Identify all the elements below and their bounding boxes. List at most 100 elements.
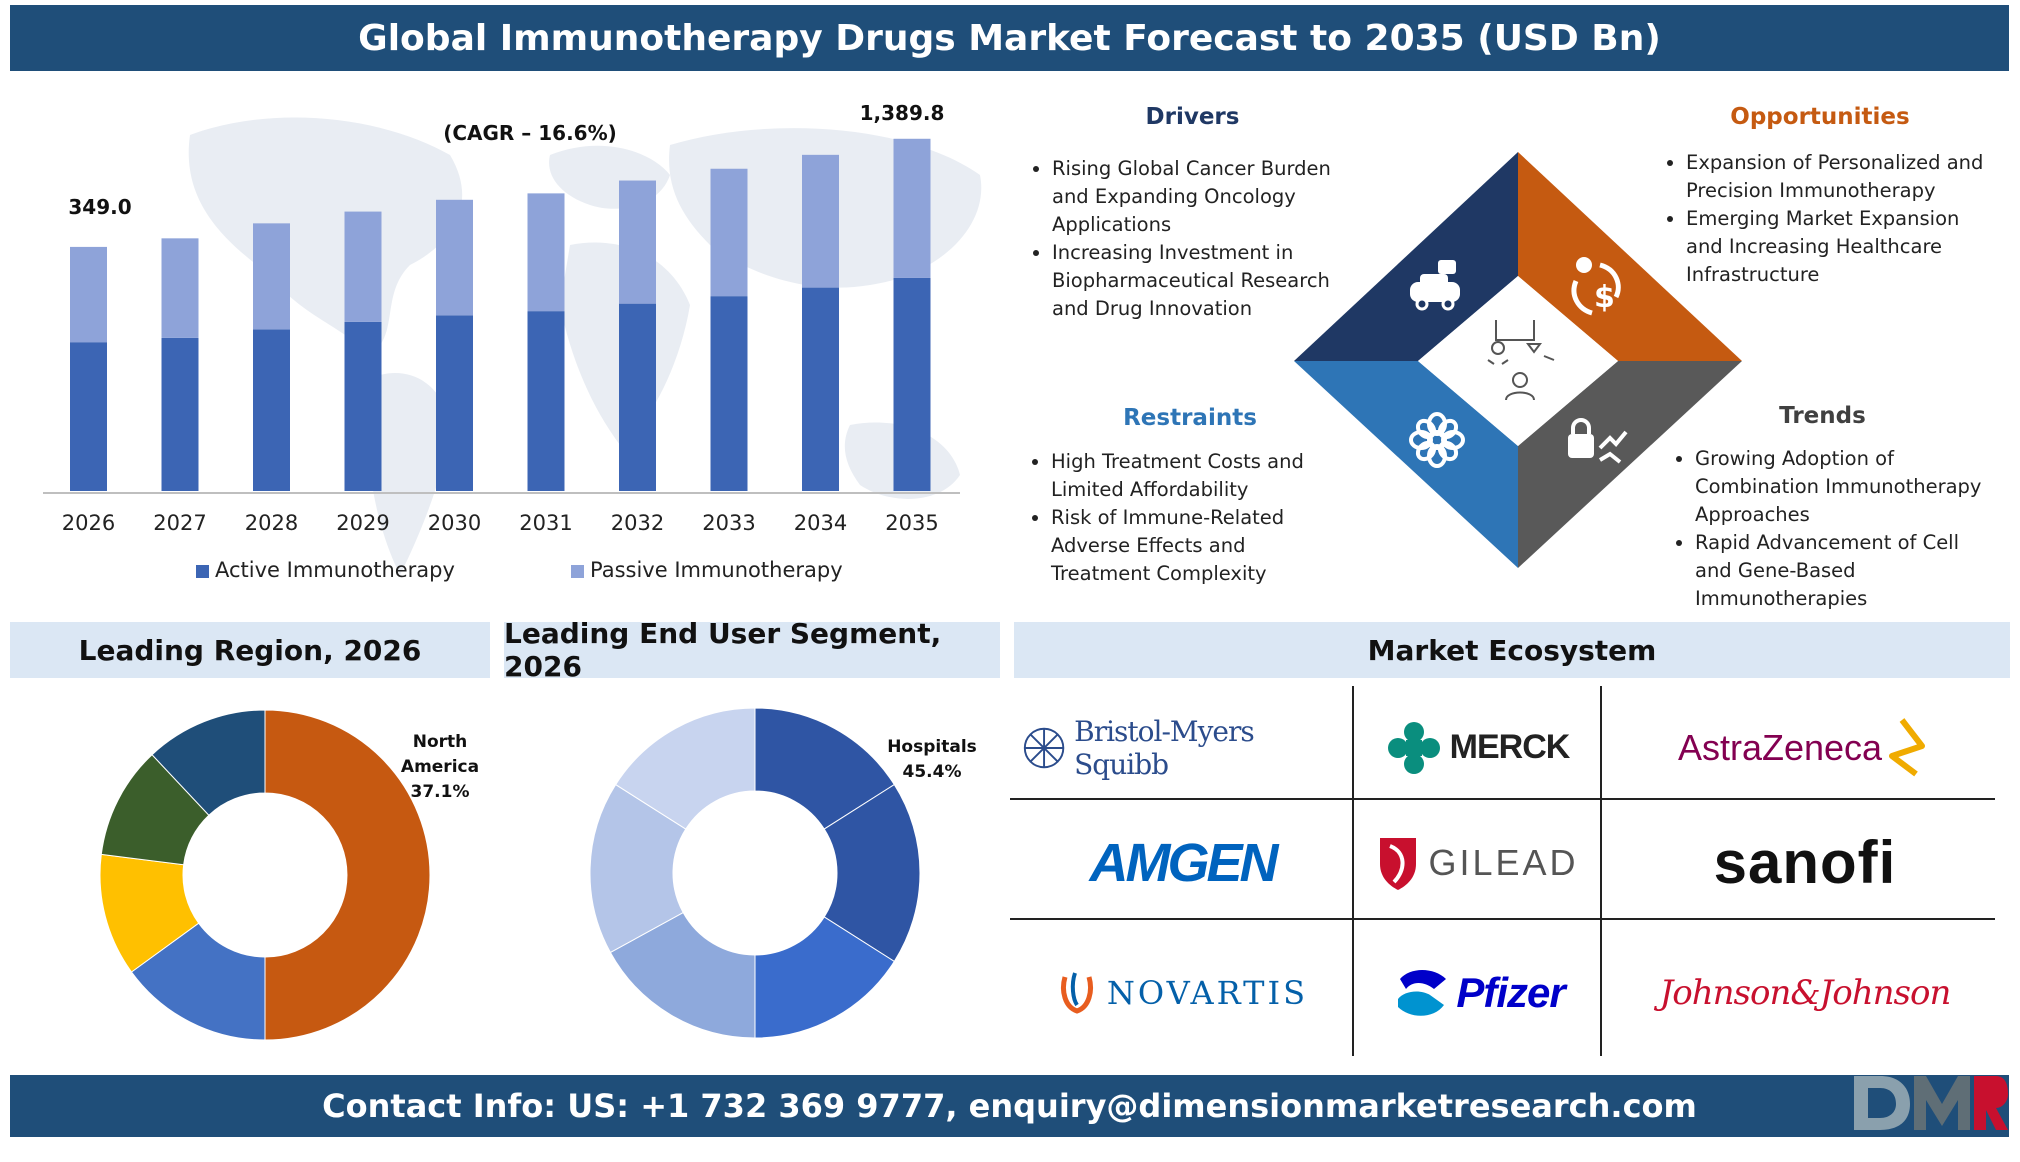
page-title: Global Immunotherapy Drugs Market Foreca… bbox=[358, 17, 1661, 59]
ecosystem-section-header: Market Ecosystem bbox=[1014, 622, 2010, 678]
merck-logo: MERCK bbox=[1360, 700, 1595, 795]
dmr-mark-icon bbox=[1854, 1076, 2008, 1130]
x-tick-label: 2030 bbox=[428, 511, 481, 535]
active-bar-2032 bbox=[619, 303, 656, 491]
novartis-mark-icon bbox=[1060, 971, 1093, 1014]
robot-car-icon bbox=[1410, 260, 1460, 311]
restraints-title: Restraints bbox=[1123, 405, 1257, 431]
x-tick-label: 2027 bbox=[153, 511, 206, 535]
ecosystem-divider-v1 bbox=[1352, 686, 1354, 1056]
pfizer-logo-text: Pfizer bbox=[1456, 968, 1565, 1016]
opportunities-title: Opportunities bbox=[1730, 104, 1910, 130]
opportunities-item: Emerging Market Expansion and Increasing… bbox=[1686, 205, 1986, 289]
contact-info-text: Contact Info: US: +1 732 369 9777, enqui… bbox=[322, 1087, 1697, 1125]
dmr-logo bbox=[1850, 1068, 2010, 1138]
amgen-logo-text: AMGEN bbox=[1089, 832, 1279, 893]
end-user-slice-2 bbox=[754, 916, 896, 1039]
bms-logo: Bristol-Myers Squibb bbox=[1020, 700, 1345, 795]
restraints-item: High Treatment Costs and Limited Afforda… bbox=[1051, 448, 1311, 504]
end-user-slice-3 bbox=[609, 911, 756, 1039]
gilead-logo: GILEAD bbox=[1360, 815, 1595, 910]
passive-bar-2031 bbox=[527, 193, 565, 312]
end-user-donut-label: Hospitals 45.4% bbox=[882, 735, 982, 785]
region-label-value: 37.1% bbox=[410, 782, 470, 802]
active-bar-2027 bbox=[161, 337, 199, 491]
ecosystem-divider-v2 bbox=[1600, 686, 1602, 1056]
bar-chart: 2026 2027 2028 2029 2030 2031 2032 2033 2034 2035… bbox=[43, 101, 960, 535]
merck-logo-text: MERCK bbox=[1449, 728, 1571, 766]
end-user-label-value: 45.4% bbox=[902, 762, 962, 782]
astrazeneca-logo: AstraZeneca bbox=[1610, 700, 2000, 795]
trends-item: Growing Adoption of Combination Immunoth… bbox=[1695, 445, 1995, 529]
x-tick-label: 2031 bbox=[519, 511, 572, 535]
sanofi-logo: sanofi bbox=[1610, 815, 2000, 910]
active-bar-2028 bbox=[253, 329, 290, 491]
pfizer-mark-icon bbox=[1398, 969, 1447, 1016]
active-bar-2030 bbox=[436, 315, 473, 491]
restraints-quadrant bbox=[1294, 361, 1518, 568]
title-banner: Global Immunotherapy Drugs Market Foreca… bbox=[10, 5, 2009, 71]
money-cycle-icon: $ bbox=[1571, 257, 1621, 316]
region-label-line2: America bbox=[400, 757, 480, 777]
merck-mark-icon bbox=[1387, 721, 1440, 774]
x-tick-label: 2034 bbox=[794, 511, 847, 535]
gilead-mark-icon bbox=[1380, 837, 1417, 890]
chart-legend: Active Immunotherapy Passive Immunothera… bbox=[196, 558, 996, 588]
end-user-slice-1 bbox=[823, 783, 921, 963]
jnj-logo-text: Johnson&Johnson bbox=[1659, 972, 1952, 1013]
legend-item-passive: Passive Immunotherapy bbox=[571, 558, 843, 582]
lock-trend-icon bbox=[1568, 418, 1628, 464]
active-bar-2034 bbox=[802, 287, 839, 491]
active-bar-2031 bbox=[527, 311, 565, 491]
end-user-donut-chart bbox=[589, 707, 921, 1039]
trends-item: Rapid Advancement of Cell and Gene-Based… bbox=[1695, 529, 1995, 613]
trends-list: Growing Adoption of Combination Immunoth… bbox=[1665, 445, 1995, 613]
restraints-item: Risk of Immune-Related Adverse Effects a… bbox=[1051, 504, 1311, 588]
drivers-title: Drivers bbox=[1145, 104, 1240, 130]
active-bar-2035 bbox=[893, 277, 931, 491]
svg-text:$: $ bbox=[1594, 280, 1615, 315]
astrazeneca-mark-icon bbox=[1889, 717, 1926, 776]
trends-title: Trends bbox=[1779, 403, 1866, 429]
passive-bar-2027 bbox=[161, 238, 199, 338]
passive-bar-2030 bbox=[436, 199, 473, 316]
passive-bar-2035 bbox=[893, 138, 931, 278]
passive-bar-2028 bbox=[253, 223, 290, 330]
jnj-logo: Johnson&Johnson bbox=[1610, 945, 2000, 1040]
active-bar-2029 bbox=[344, 321, 382, 491]
trends-quadrant bbox=[1518, 361, 1742, 568]
first-value-label: 349.0 bbox=[68, 195, 131, 219]
x-tick-label: 2028 bbox=[245, 511, 298, 535]
x-tick-label: 2032 bbox=[611, 511, 664, 535]
drivers-item: Rising Global Cancer Burden and Expandin… bbox=[1052, 155, 1332, 239]
sanofi-logo-text: sanofi bbox=[1713, 829, 1897, 896]
end-user-slice-4 bbox=[589, 783, 687, 954]
passive-bar-2033 bbox=[710, 168, 748, 297]
amgen-logo: AMGEN bbox=[1020, 815, 1345, 910]
x-tick-label: 2033 bbox=[702, 511, 755, 535]
cagr-label: (CAGR – 16.6%) bbox=[443, 121, 617, 145]
flower-icon bbox=[1409, 412, 1465, 468]
restraints-list: High Treatment Costs and Limited Afforda… bbox=[1021, 448, 1311, 588]
x-tick-label: 2026 bbox=[62, 511, 115, 535]
opportunities-list: Expansion of Personalized and Precision … bbox=[1656, 149, 1986, 289]
opportunities-item: Expansion of Personalized and Precision … bbox=[1686, 149, 1986, 205]
bms-mark-icon bbox=[1023, 727, 1065, 768]
region-label-line1: North bbox=[412, 732, 468, 752]
passive-bar-2032 bbox=[619, 180, 656, 304]
ecosystem-divider-h1 bbox=[1010, 798, 1995, 800]
active-bar-2026 bbox=[70, 342, 107, 491]
novartis-logo-text: NOVARTIS bbox=[1106, 973, 1309, 1012]
drivers-list: Rising Global Cancer Burden and Expandin… bbox=[1022, 155, 1332, 323]
passive-bar-2029 bbox=[344, 211, 382, 322]
legend-label-passive: Passive Immunotherapy bbox=[590, 558, 843, 582]
region-slice-0 bbox=[264, 709, 431, 1041]
opportunities-quadrant bbox=[1518, 152, 1742, 361]
contact-footer: Contact Info: US: +1 732 369 9777, enqui… bbox=[10, 1075, 2009, 1137]
end-user-label-line1: Hospitals bbox=[887, 737, 977, 757]
pfizer-logo: Pfizer bbox=[1360, 945, 1595, 1040]
region-section-header: Leading Region, 2026 bbox=[10, 622, 490, 678]
passive-bar-2026 bbox=[70, 246, 107, 343]
x-tick-label: 2035 bbox=[885, 511, 938, 535]
novartis-logo: NOVARTIS bbox=[1020, 945, 1345, 1040]
